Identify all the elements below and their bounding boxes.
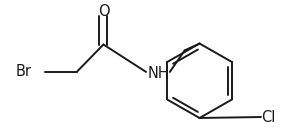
Text: O: O	[98, 4, 109, 19]
Text: NH: NH	[148, 66, 170, 81]
Text: Cl: Cl	[261, 110, 275, 124]
Text: Br: Br	[15, 64, 31, 79]
